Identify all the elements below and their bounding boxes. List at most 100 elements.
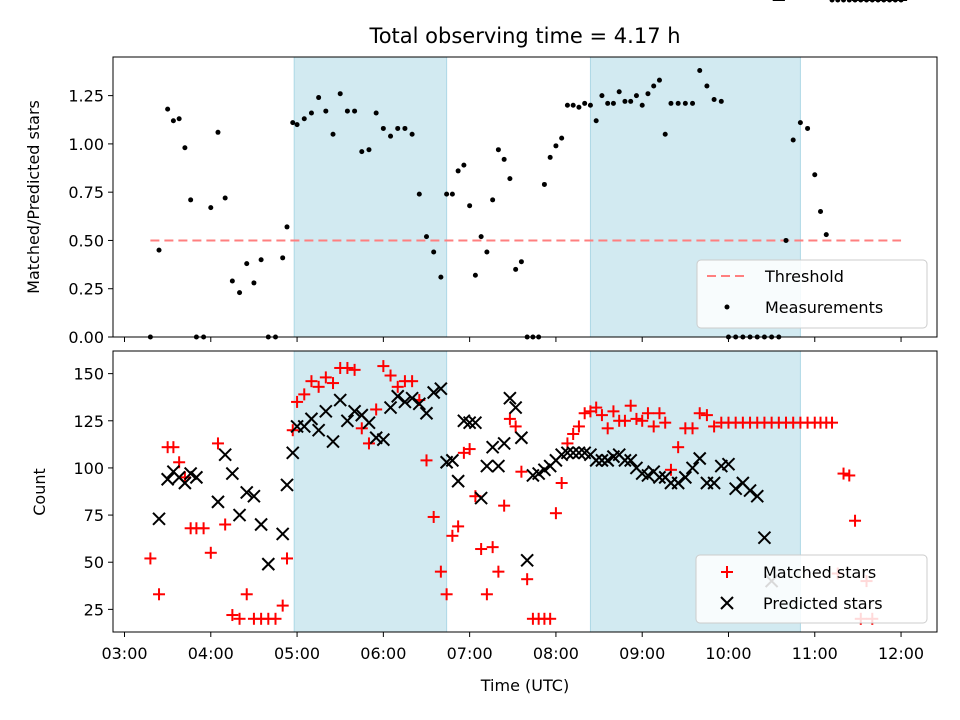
measurement-point — [444, 191, 450, 197]
matched-star-point — [178, 471, 191, 484]
matched-star-point — [601, 422, 614, 435]
measurement-point — [651, 83, 657, 89]
matched-star-point — [463, 443, 476, 456]
predicted-star-point — [618, 453, 632, 468]
measurement-point — [582, 100, 588, 106]
x-tick-label: 07:00 — [447, 644, 493, 663]
matched-star-point — [452, 520, 465, 533]
matched-star-point — [370, 403, 383, 416]
matched-star-point — [647, 420, 660, 433]
matched-star-point — [672, 441, 685, 454]
measurement-point — [690, 100, 696, 106]
matched-star-point — [826, 416, 839, 429]
measurement-point — [495, 147, 501, 153]
measurement-point — [541, 181, 547, 187]
predicted-star-point — [572, 446, 586, 460]
measurement-point — [846, 0, 852, 3]
predicted-star-point — [560, 446, 575, 460]
measurement-point — [170, 118, 176, 124]
measurement-point — [409, 131, 415, 137]
predicted-star-point — [707, 476, 721, 490]
y-tick-label: 125 — [73, 412, 104, 431]
measurement-point — [308, 110, 314, 116]
matched-star-point — [355, 422, 368, 435]
matched-star-point — [167, 441, 180, 454]
measurement-point — [668, 100, 674, 106]
measurement-point — [438, 274, 444, 280]
predicted-star-point — [693, 451, 707, 466]
measurement-point — [330, 131, 336, 137]
predicted-star-point — [405, 391, 419, 405]
matched-star-point — [144, 552, 157, 565]
measurement-point — [373, 110, 379, 116]
matched-star-point — [567, 427, 580, 440]
measurement-point — [639, 102, 645, 108]
matched-star-point — [700, 409, 713, 422]
matched-star-point — [590, 401, 603, 414]
predicted-star-point — [232, 508, 247, 522]
measurement-point — [576, 104, 582, 110]
measurement-point — [718, 98, 724, 104]
measurement-point — [416, 191, 422, 197]
measurement-point — [165, 106, 171, 112]
matched-star-point — [572, 420, 585, 433]
matched-star-point — [204, 546, 217, 559]
matched-star-point — [686, 422, 699, 435]
measurement-point — [553, 143, 559, 149]
predicted-star-point — [319, 404, 333, 419]
matched-star-point — [391, 380, 404, 393]
legend-measurements-swatch — [724, 304, 730, 310]
matched-star-point — [708, 420, 721, 433]
predicted-star-point — [160, 472, 175, 486]
matched-star-point — [327, 377, 340, 390]
matched-star-point — [440, 588, 453, 601]
measurement-point — [570, 102, 576, 108]
measurement-point — [518, 259, 524, 265]
matched-star-point — [233, 612, 246, 625]
matched-star-point — [211, 437, 224, 450]
measurement-point — [645, 91, 651, 97]
matched-star-point — [521, 573, 534, 586]
predicted-star-point — [376, 432, 391, 447]
predicted-star-point — [600, 453, 615, 468]
measurement-point — [599, 93, 605, 99]
matched-star-point — [618, 414, 631, 427]
measurement-point — [805, 125, 811, 131]
measurement-point — [501, 156, 507, 162]
y-tick-label: 1.00 — [68, 135, 104, 154]
matched-star-point — [153, 588, 166, 601]
matched-star-point — [544, 612, 557, 625]
measurement-point — [633, 93, 639, 99]
predicted-star-point — [445, 453, 460, 468]
measurement-point — [461, 162, 467, 168]
measurement-point — [682, 100, 688, 106]
measurement-point — [237, 290, 243, 296]
measurement-point — [344, 108, 350, 114]
measurement-point — [251, 280, 257, 286]
y-tick-label: 50 — [84, 553, 104, 572]
x-tick-label: 06:00 — [360, 644, 406, 663]
y-tick-label: 0.00 — [68, 328, 104, 347]
predicted-star-point — [247, 489, 261, 503]
measurement-point — [352, 108, 358, 114]
bottom-panel-frame — [112, 350, 938, 633]
measurement-point — [790, 137, 796, 143]
x-tick-label: 10:00 — [705, 644, 751, 663]
chart-title: Total observing time = 4.17 h — [368, 24, 680, 48]
matched-star-point — [312, 380, 325, 393]
matched-star-point — [659, 416, 672, 429]
matched-star-point — [641, 407, 654, 420]
predicted-star-point — [678, 470, 693, 485]
predicted-star-point — [743, 483, 757, 498]
predicted-star-point — [462, 415, 477, 430]
measurement-point — [829, 0, 835, 3]
predicted-star-point — [531, 466, 546, 481]
matched-star-point — [549, 507, 562, 520]
measurement-point — [662, 131, 668, 137]
measurement-point — [449, 191, 455, 197]
measurement-point — [656, 77, 662, 83]
predicted-star-point — [254, 517, 268, 532]
predicted-star-point — [412, 397, 427, 411]
measurement-point — [818, 208, 824, 214]
